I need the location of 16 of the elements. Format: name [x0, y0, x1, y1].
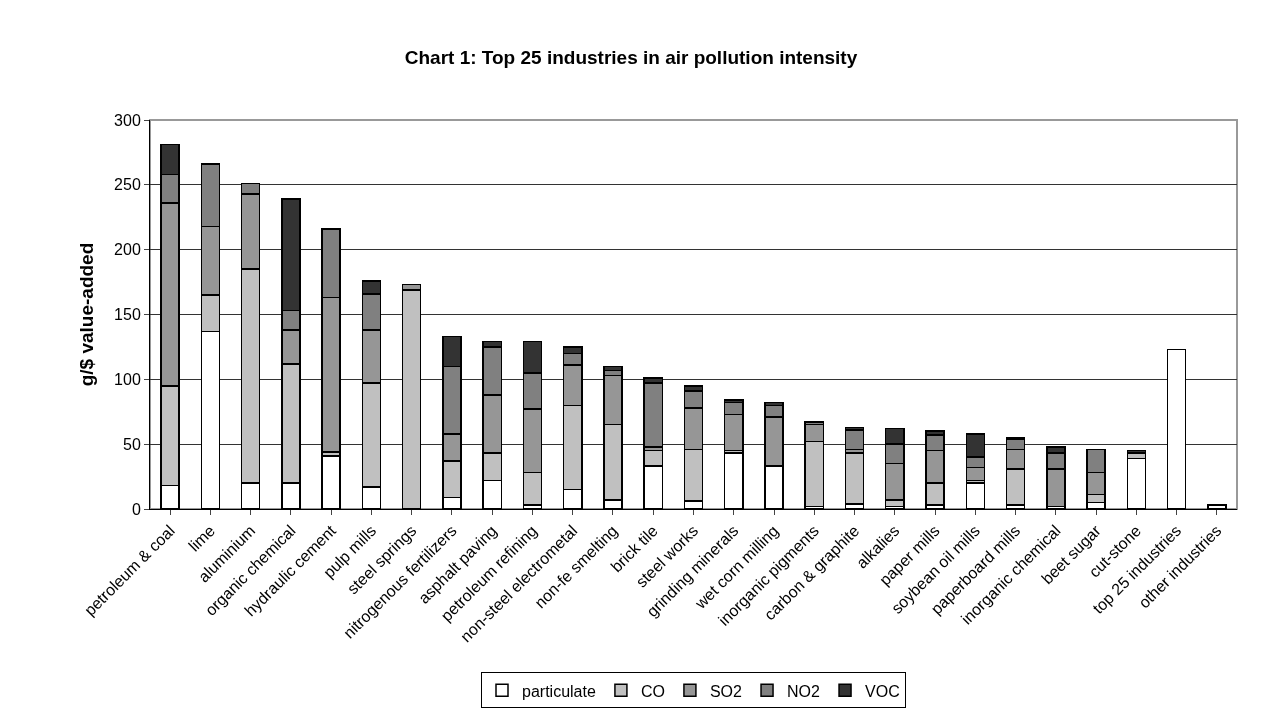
y-tick-label: 200	[114, 241, 141, 259]
bar	[844, 452, 865, 505]
y-tick-label: 250	[114, 176, 141, 194]
bar	[603, 365, 623, 372]
legend-label: CO	[640, 682, 665, 700]
y-tick-label: 300	[114, 111, 141, 129]
legend-label: particulate	[522, 682, 596, 700]
y-tick-label: 100	[114, 370, 141, 388]
legend-label: VOC	[865, 682, 900, 700]
y-axis-title: g/$ value-added	[75, 242, 97, 387]
legend-label: NO2	[787, 682, 821, 700]
y-tick-label: 50	[123, 435, 141, 453]
y-tick-label: 0	[131, 500, 141, 518]
y-tick-label: 150	[114, 306, 141, 324]
legend-label: SO2	[709, 682, 743, 700]
chart-title: Chart 1: Top 25 industries in air pollution intensity	[404, 46, 858, 68]
